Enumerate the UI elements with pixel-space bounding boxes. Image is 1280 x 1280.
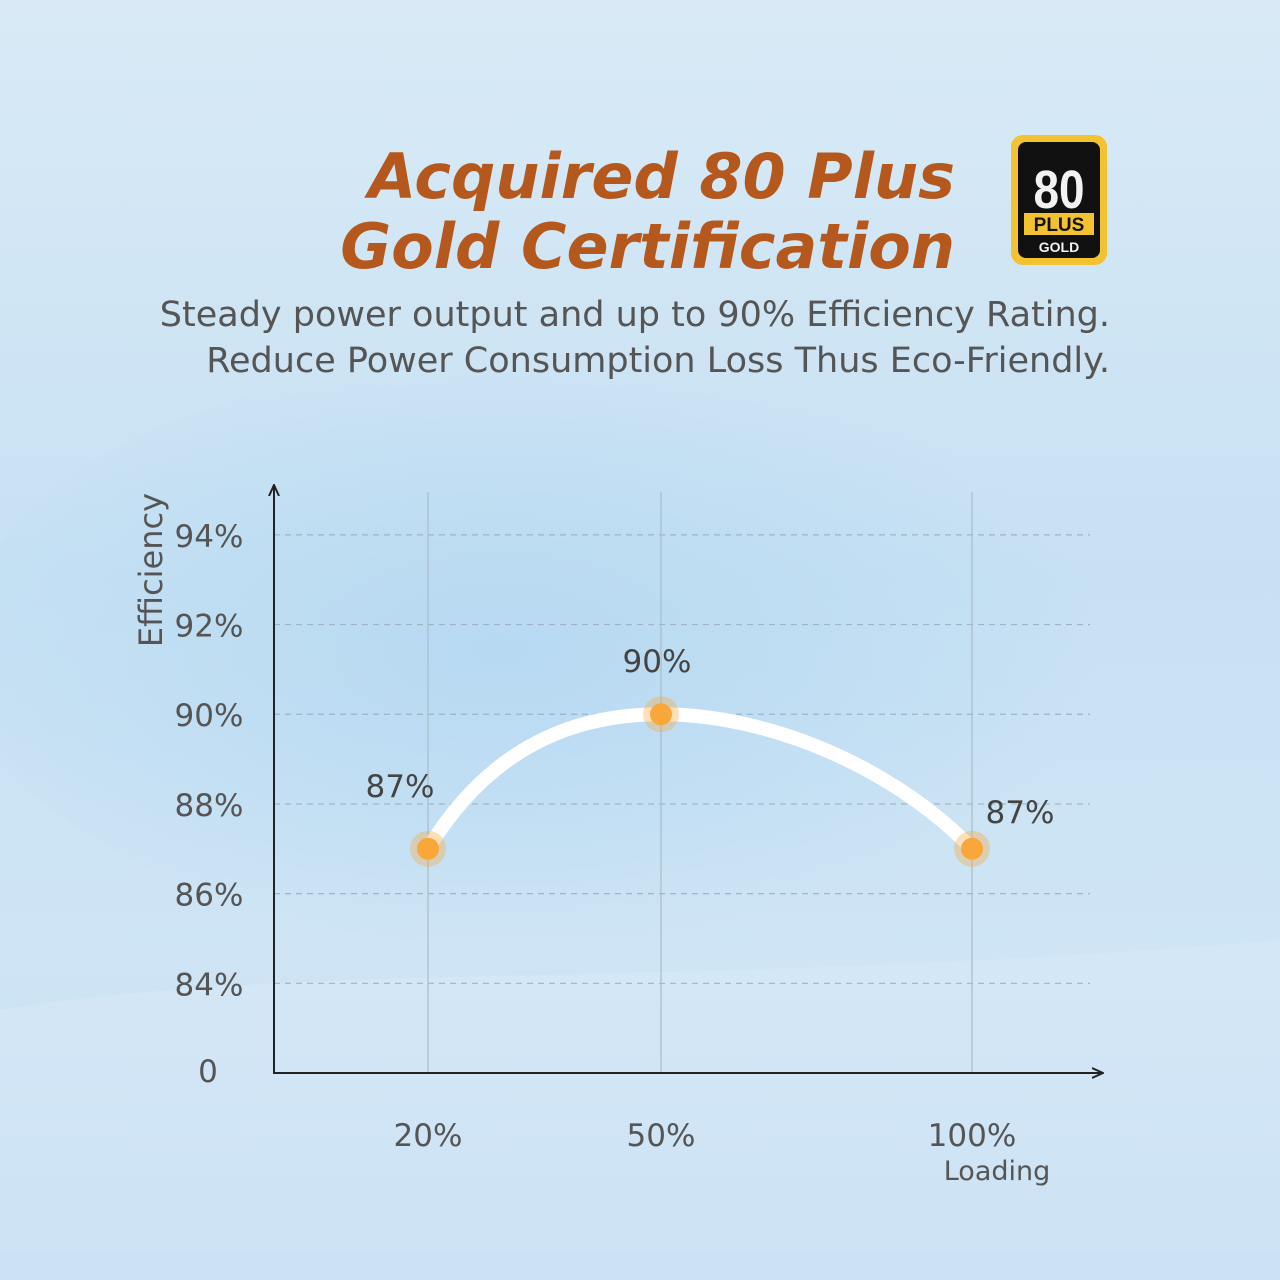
subtitle-line: Steady power output and up to 90% Effici… <box>160 295 1110 335</box>
x-tick-label: 50% <box>627 1118 696 1154</box>
y-tick-label: 84% <box>175 967 244 1003</box>
subtitle-line: Reduce Power Consumption Loss Thus Eco-F… <box>206 341 1110 381</box>
x-axis-label: Loading <box>944 1156 1051 1187</box>
x-tick-label: 20% <box>394 1118 463 1154</box>
badge-grade: GOLD <box>1039 239 1079 255</box>
y-tick-label: 90% <box>175 698 244 734</box>
y-tick-label: 86% <box>175 878 244 914</box>
badge: 80 PLUS GOLD <box>1011 135 1107 265</box>
background-wave <box>0 940 1280 1280</box>
value-label: 90% <box>623 644 692 680</box>
background-glow <box>0 350 1160 950</box>
point <box>961 837 983 860</box>
point <box>417 837 439 860</box>
y-tick-label: 94% <box>175 519 244 555</box>
title-line: Acquired 80 Plus <box>363 140 955 213</box>
y-axis-label: Efficiency <box>132 493 170 647</box>
origin-label: 0 <box>198 1054 218 1090</box>
point <box>650 703 672 726</box>
y-tick-label: 88% <box>175 788 244 824</box>
x-tick-label: 100% <box>928 1118 1017 1154</box>
value-label: 87% <box>986 795 1055 831</box>
title-line: Gold Certification <box>340 210 955 283</box>
badge-band <box>1024 213 1094 235</box>
y-tick-label: 92% <box>175 609 244 645</box>
value-label: 87% <box>366 769 435 805</box>
badge-number: 80 <box>1033 160 1084 220</box>
badge-word: PLUS <box>1034 215 1085 236</box>
